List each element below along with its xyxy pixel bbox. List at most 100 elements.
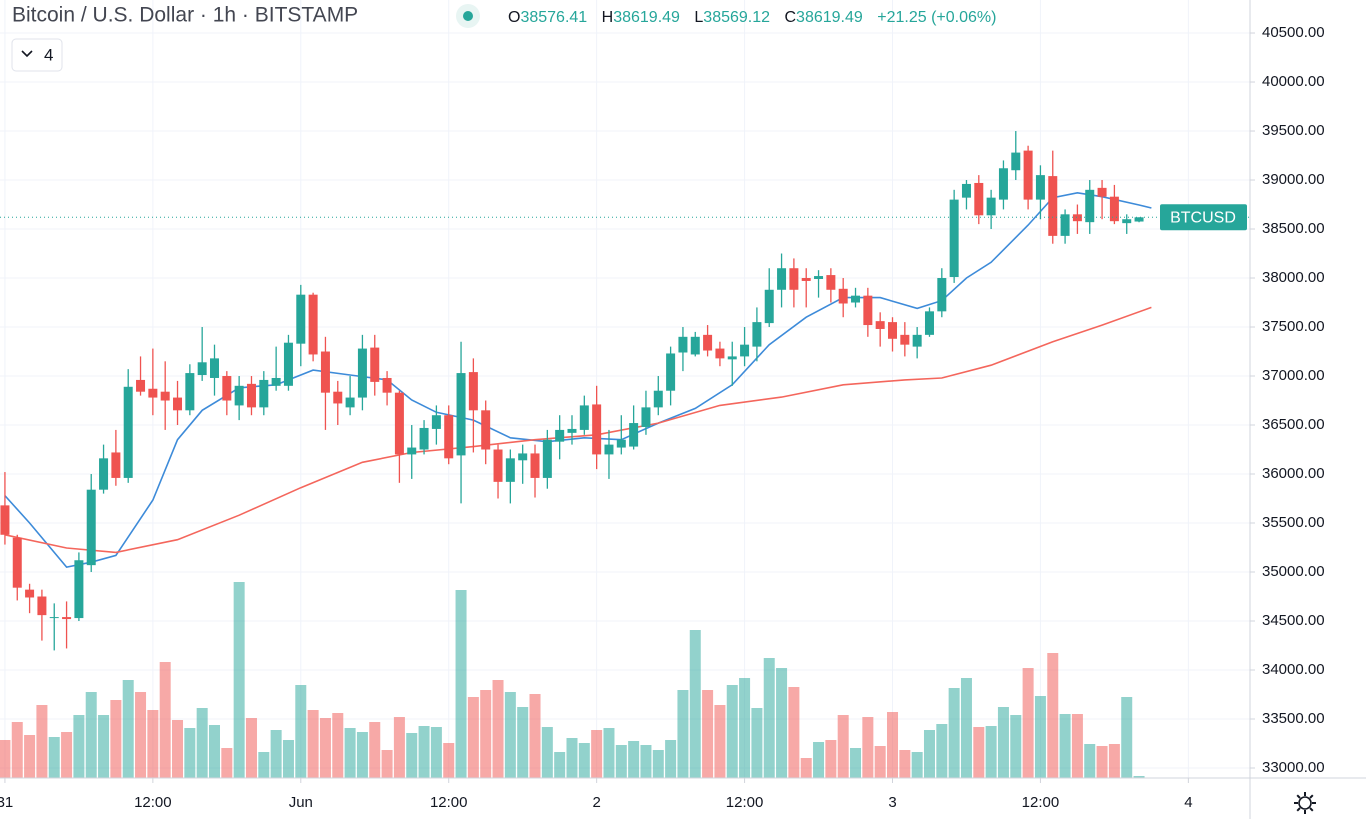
volume-bar	[61, 732, 73, 778]
settings-icon[interactable]	[1294, 792, 1316, 814]
volume-bar	[270, 730, 282, 778]
candle-body	[1023, 150, 1033, 200]
candle-body	[271, 377, 281, 386]
volume-bar	[184, 728, 196, 778]
volume-bar	[1047, 653, 1059, 778]
volume-bar	[1071, 714, 1083, 778]
indicators-button[interactable]	[11, 38, 63, 72]
candle-body	[394, 392, 404, 455]
volume-bar	[135, 692, 147, 778]
volume-bar	[923, 730, 935, 778]
volume-bar	[813, 742, 825, 778]
moving-average-line	[4, 306, 1152, 554]
status-dot	[463, 11, 473, 21]
candle-body	[1134, 217, 1144, 222]
candle-body	[505, 458, 515, 482]
volume-bar	[960, 678, 972, 778]
x-tick-label: 31	[0, 794, 13, 811]
candle-body	[961, 183, 971, 198]
candle-body	[604, 444, 614, 455]
y-tick-label: 34000.00	[1262, 661, 1325, 678]
volume-bar	[196, 708, 208, 778]
indicators-count: 4	[44, 45, 53, 64]
candle-body	[888, 322, 898, 339]
volume-bar	[221, 748, 233, 778]
legend-key: C	[784, 9, 796, 26]
volume-bar	[406, 733, 418, 778]
gear-ring	[1298, 796, 1312, 810]
volume-bar	[677, 690, 689, 778]
candle-body	[851, 295, 861, 303]
candle-body	[148, 388, 158, 398]
volume-bar	[517, 707, 529, 778]
candle-body	[616, 439, 626, 448]
volume-bar	[159, 662, 171, 778]
candle-body	[173, 397, 183, 411]
legend-key: O	[508, 9, 520, 26]
candle-body	[468, 372, 478, 411]
candle-body	[666, 353, 676, 391]
candle-body	[764, 289, 774, 324]
legend-key: H	[602, 9, 614, 26]
y-tick-label: 37000.00	[1262, 367, 1325, 384]
volume-bar	[887, 712, 899, 778]
candle-body	[197, 362, 207, 376]
x-tick-label: 2	[592, 794, 600, 811]
volume-bar	[936, 724, 948, 778]
volume-bar	[430, 727, 442, 778]
volume-bar	[1059, 714, 1071, 778]
volume-bar	[0, 740, 11, 778]
y-tick-label: 35500.00	[1262, 514, 1325, 531]
candle-body	[357, 348, 367, 398]
volume-bar	[98, 715, 110, 778]
candles	[0, 131, 1250, 651]
candle-body	[629, 423, 639, 447]
candle-body	[690, 336, 700, 355]
candle-body	[333, 391, 343, 404]
candle-body	[1072, 214, 1082, 222]
candle-body	[222, 376, 232, 401]
y-tick-label: 37500.00	[1262, 318, 1325, 335]
candle-body	[74, 560, 84, 619]
y-tick-label: 38000.00	[1262, 269, 1325, 286]
x-tick-label: 12:00	[1022, 794, 1060, 811]
candle-body	[481, 410, 491, 450]
volume-bar	[1133, 776, 1145, 778]
volume-bar	[763, 658, 775, 778]
y-tick-label: 34500.00	[1262, 612, 1325, 629]
axes: 33000.00 33500.00 34000.00 34500.00 35000.00…	[0, 24, 1325, 811]
y-tick-label: 40000.00	[1262, 73, 1325, 90]
volume-bar	[282, 740, 294, 778]
x-tick-label: 4	[1184, 794, 1192, 811]
candle-body	[814, 276, 824, 279]
volume-bar	[418, 726, 430, 778]
volume-bar	[1096, 746, 1108, 778]
y-tick-label: 35000.00	[1262, 563, 1325, 580]
candle-body	[530, 453, 540, 478]
y-tick-label: 38500.00	[1262, 220, 1325, 237]
volume-bar	[48, 737, 60, 778]
candle-body	[419, 427, 429, 450]
candle-body	[1035, 175, 1045, 200]
candle-body	[900, 334, 910, 345]
candle-body	[715, 348, 725, 359]
y-tick-label: 39000.00	[1262, 171, 1325, 188]
candle-body	[998, 168, 1008, 200]
candle-body	[382, 377, 392, 393]
volume-bar	[455, 590, 467, 778]
indicators-toggle[interactable]: 4	[11, 38, 63, 72]
volume-bar	[566, 738, 578, 778]
volume-bar	[529, 694, 541, 778]
x-tick-label: 12:00	[134, 794, 172, 811]
volume-bar	[788, 687, 800, 778]
volume-bar	[1034, 696, 1046, 778]
volume-bar	[689, 630, 701, 778]
candle-body	[99, 458, 109, 490]
candle-body	[308, 294, 318, 355]
moving-average-line	[4, 191, 1152, 568]
candle-body	[1085, 189, 1095, 223]
price-label: BTCUSD	[1170, 210, 1236, 227]
price-label-box	[1160, 204, 1247, 231]
